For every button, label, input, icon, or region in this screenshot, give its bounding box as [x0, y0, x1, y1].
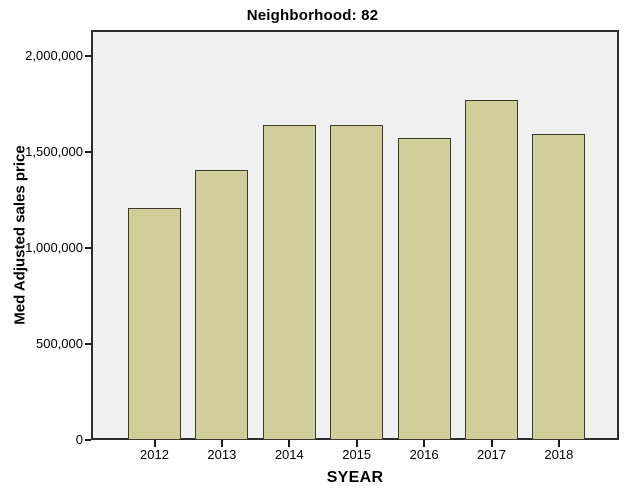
- x-axis-tick: [355, 440, 358, 447]
- y-axis-tick: [85, 343, 91, 345]
- x-axis-tick: [557, 440, 560, 447]
- x-axis-tick: [288, 440, 291, 447]
- y-axis-tick: [85, 439, 91, 441]
- y-tick-label: 0: [75, 432, 83, 447]
- y-tick-label: 500,000: [36, 336, 83, 351]
- y-axis-tick: [85, 55, 91, 57]
- x-tick-label: 2018: [544, 447, 574, 462]
- bar-2012: [128, 207, 181, 440]
- bar-2015: [330, 125, 384, 440]
- x-tick-label: 2015: [342, 447, 372, 462]
- y-axis-tick: [85, 151, 91, 153]
- chart-title: Neighborhood: 82: [246, 7, 379, 24]
- x-tick-label: 2013: [207, 447, 237, 462]
- x-tick-label: 2014: [274, 447, 304, 462]
- y-tick-label: 1,000,000: [25, 240, 83, 255]
- y-tick-label: 2,000,000: [25, 48, 83, 63]
- x-axis-tick: [423, 440, 426, 447]
- bar-2018: [532, 133, 586, 440]
- x-axis-title: SYEAR: [326, 469, 384, 486]
- x-tick-label: 2017: [477, 447, 506, 462]
- x-axis-tick: [490, 440, 493, 447]
- y-axis-tick: [85, 247, 91, 249]
- bar-2013: [195, 170, 249, 440]
- x-tick-label: 2012: [140, 447, 169, 462]
- bar-2014: [262, 125, 316, 440]
- x-tick-label: 2016: [409, 447, 439, 462]
- bar-2016: [397, 137, 451, 440]
- x-axis-tick: [153, 440, 156, 447]
- y-axis-title: Med Adjusted sales price: [11, 145, 29, 325]
- x-axis-tick: [220, 440, 223, 447]
- bar-2017: [465, 100, 518, 440]
- y-tick-label: 1,500,000: [25, 144, 83, 159]
